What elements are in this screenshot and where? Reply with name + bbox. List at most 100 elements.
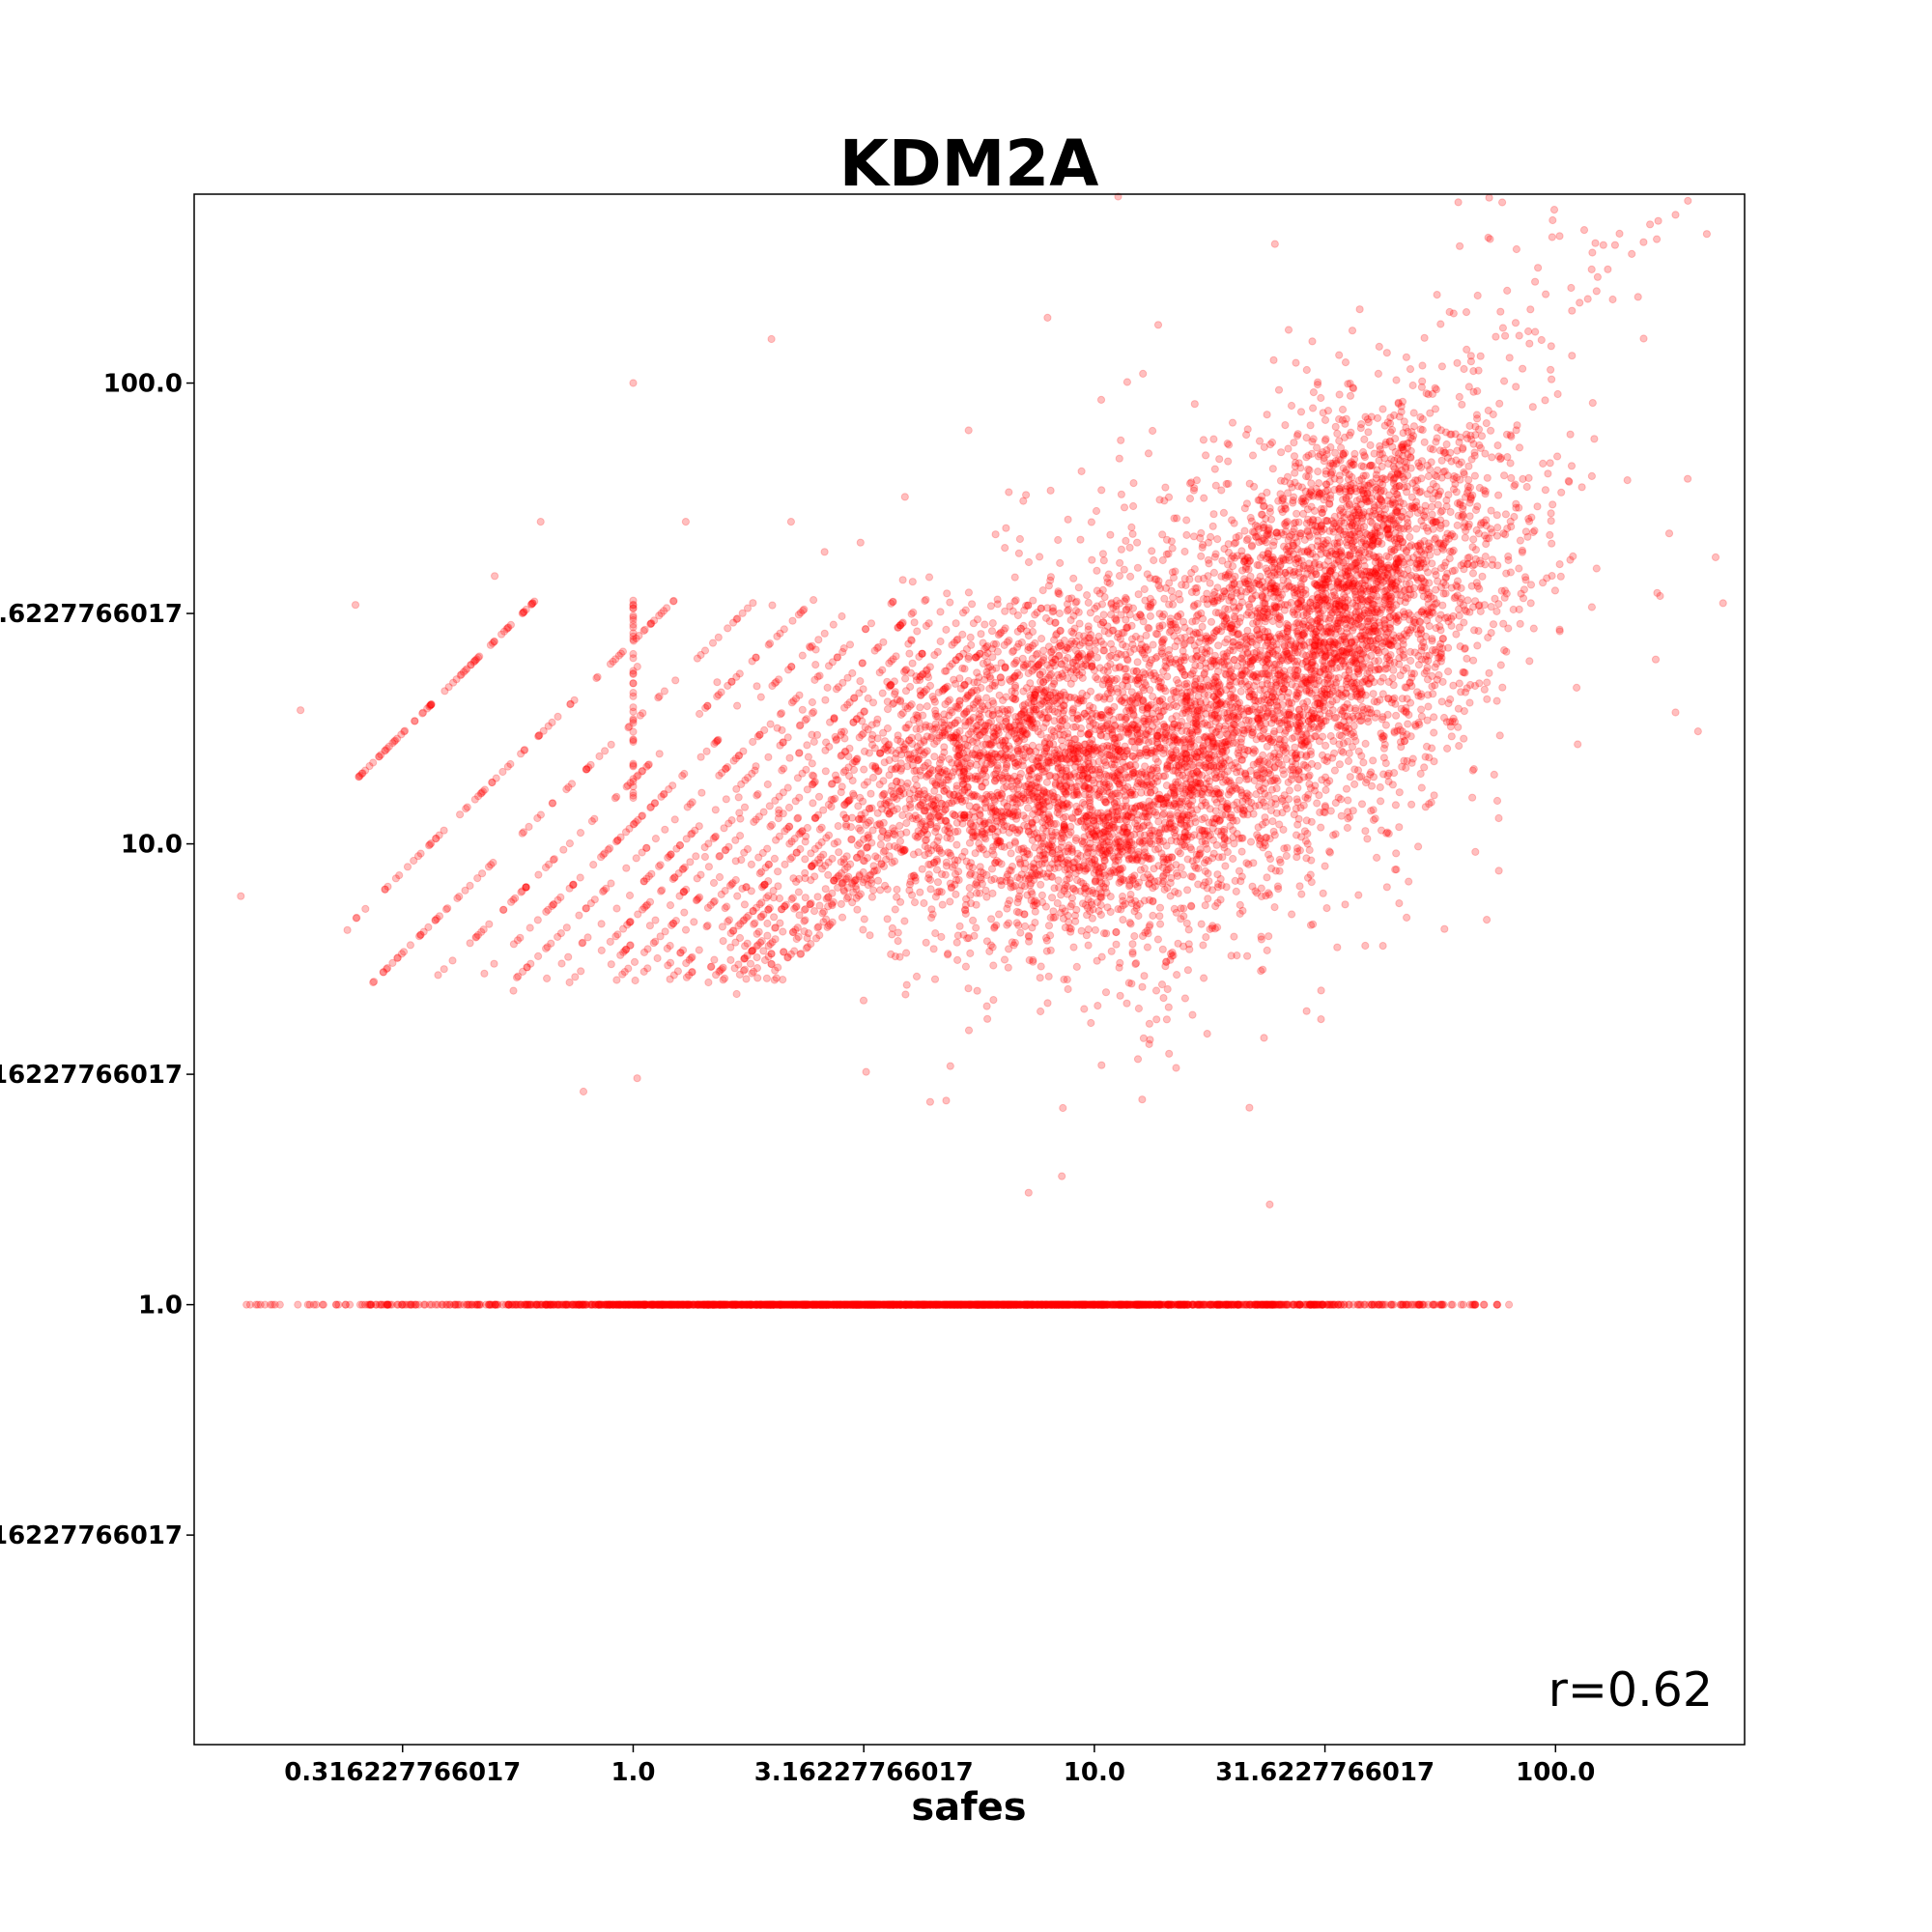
data-point	[1272, 809, 1281, 817]
data-point	[956, 795, 965, 804]
data-point	[1244, 860, 1253, 868]
data-point	[1159, 994, 1168, 1003]
data-point	[1186, 753, 1195, 762]
data-point	[1043, 714, 1053, 723]
data-point	[970, 812, 980, 821]
data-point	[966, 633, 975, 642]
data-point	[1064, 984, 1072, 994]
data-point	[1425, 622, 1434, 631]
data-point	[987, 876, 996, 885]
data-point	[1455, 392, 1463, 401]
data-point	[1274, 385, 1284, 394]
data-point	[1292, 358, 1300, 367]
data-point	[1366, 440, 1375, 449]
data-point	[1315, 723, 1323, 731]
data-point	[1107, 947, 1116, 955]
data-point	[1202, 451, 1210, 460]
data-point	[1297, 890, 1306, 898]
data-point	[1210, 553, 1219, 561]
data-point	[902, 949, 911, 957]
data-point	[1416, 769, 1425, 779]
data-point	[1195, 735, 1204, 744]
data-point	[1006, 774, 1014, 782]
data-point	[953, 856, 962, 865]
data-point	[1388, 425, 1397, 435]
data-point	[1198, 645, 1207, 654]
data-point	[1253, 831, 1262, 839]
data-point	[1058, 717, 1066, 725]
data-point	[1339, 451, 1348, 460]
data-point	[1392, 376, 1401, 384]
data-point	[1507, 473, 1516, 482]
data-point	[1027, 770, 1036, 779]
data-point	[1496, 661, 1505, 669]
data-point	[954, 867, 963, 876]
data-point	[1341, 358, 1350, 367]
data-point	[811, 661, 820, 669]
data-point	[1556, 572, 1565, 581]
data-point	[1182, 919, 1191, 927]
data-point	[1409, 583, 1419, 593]
data-point	[1502, 569, 1511, 578]
data-point	[1533, 502, 1542, 511]
data-point	[1021, 922, 1030, 931]
data-point	[1106, 893, 1115, 901]
data-point	[1475, 483, 1484, 493]
data-point	[1269, 537, 1278, 547]
data-point	[1403, 913, 1411, 923]
data-point	[1279, 576, 1288, 584]
data-point	[1432, 482, 1441, 491]
data-point	[1432, 438, 1440, 446]
data-point	[1243, 952, 1252, 960]
data-point	[873, 876, 883, 885]
data-point	[1406, 464, 1415, 472]
data-point	[1481, 553, 1490, 561]
data-point	[1331, 830, 1340, 838]
data-point	[1476, 559, 1486, 568]
data-point	[1025, 850, 1034, 859]
data-point	[1406, 453, 1415, 462]
data-point	[1557, 488, 1566, 497]
data-point	[1093, 566, 1101, 575]
data-point	[1181, 757, 1190, 766]
data-point	[1435, 490, 1443, 498]
data-point	[1044, 922, 1054, 930]
data-point	[1133, 1055, 1143, 1064]
data-point	[1083, 591, 1092, 600]
data-point	[1410, 648, 1419, 657]
data-point	[1391, 447, 1400, 457]
data-point	[1291, 469, 1299, 477]
data-point	[1590, 435, 1599, 443]
data-point	[1264, 850, 1273, 859]
data-point	[1463, 554, 1472, 562]
data-point	[989, 842, 998, 851]
data-point	[1130, 932, 1139, 941]
data-point	[1373, 524, 1382, 532]
data-point	[1061, 748, 1069, 756]
data-point	[1270, 727, 1279, 736]
data-point	[1204, 895, 1212, 903]
data-point	[1344, 756, 1353, 766]
data-point	[1385, 438, 1394, 446]
data-point	[1125, 543, 1134, 553]
data-point	[1073, 711, 1082, 720]
data-point	[1059, 914, 1068, 923]
data-point	[1063, 600, 1072, 609]
data-point	[1357, 462, 1366, 470]
data-point	[1199, 746, 1208, 754]
data-point	[1158, 612, 1167, 621]
data-point	[798, 705, 807, 714]
data-point	[1434, 500, 1442, 509]
data-point	[1338, 405, 1348, 414]
data-point	[1172, 861, 1180, 869]
data-point	[1443, 744, 1452, 753]
data-point	[1442, 440, 1451, 449]
data-point	[1286, 666, 1295, 675]
data-point	[1456, 242, 1464, 250]
data-point	[1447, 621, 1456, 630]
data-point	[700, 852, 710, 862]
data-point	[1414, 630, 1423, 639]
data-point	[946, 897, 954, 906]
data-point	[1012, 907, 1021, 916]
